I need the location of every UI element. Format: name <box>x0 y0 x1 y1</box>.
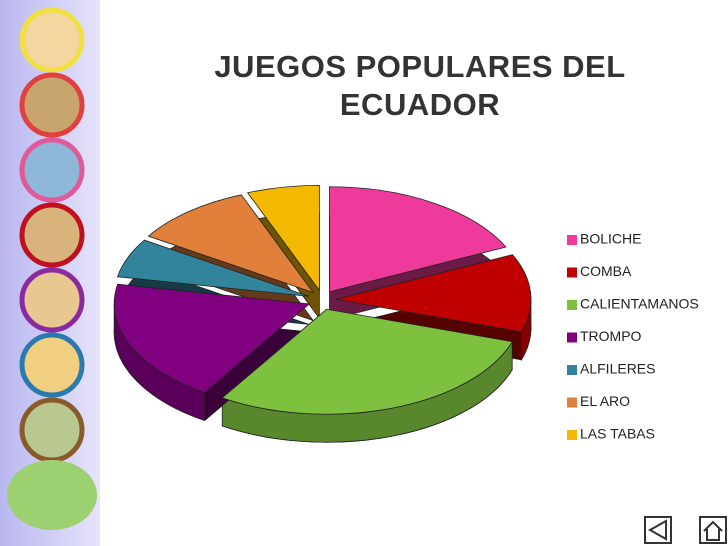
legend-swatch <box>567 332 577 343</box>
legend-swatch <box>567 300 577 310</box>
legend-swatch <box>567 365 577 375</box>
legend-label: COMBA <box>580 263 632 279</box>
legend-label: CALIENTAMANOS <box>580 296 699 312</box>
legend-swatch <box>567 235 577 245</box>
legend-label: LAS TABAS <box>580 426 655 442</box>
side-icons <box>7 7 97 530</box>
slice <box>329 186 507 293</box>
chart-title: JUEGOS POPULARES DEL ECUADOR <box>214 49 626 122</box>
slice <box>335 254 532 333</box>
legend-label: ALFILERES <box>580 361 655 377</box>
slice <box>116 239 310 297</box>
legend-swatch <box>567 267 577 278</box>
legend-label: TROMPO <box>580 328 642 344</box>
legend-swatch <box>567 397 577 408</box>
slice <box>246 184 320 292</box>
slice <box>113 283 311 393</box>
nav-buttons <box>644 516 727 544</box>
legend-label: EL ARO <box>580 393 630 409</box>
legend-swatch <box>567 430 577 440</box>
slice <box>147 194 315 294</box>
slice <box>221 308 513 415</box>
legend-label: BOLICHE <box>580 231 641 247</box>
